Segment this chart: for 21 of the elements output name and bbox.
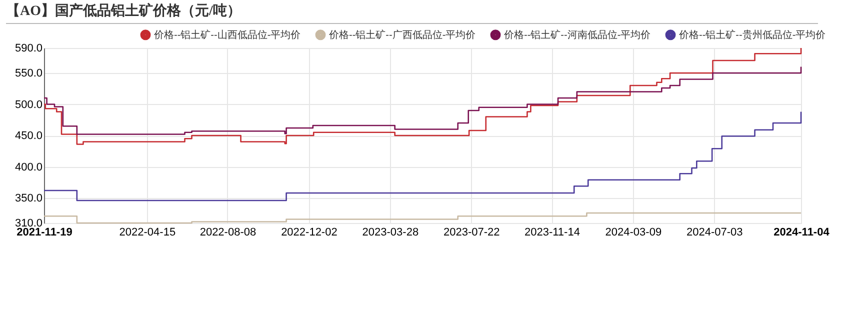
- x-tick-label: 2023-11-14: [524, 226, 580, 238]
- x-tick-label: 2021-11-19: [16, 226, 72, 238]
- y-tick-label: 590.0: [14, 42, 42, 54]
- x-tick-label: 2024-03-09: [605, 226, 662, 238]
- x-tick-label: 2022-04-15: [119, 226, 176, 238]
- x-tick-label: 2022-12-02: [281, 226, 338, 238]
- x-tick-label: 2023-07-22: [444, 226, 500, 238]
- y-tick-label: 550.0: [14, 68, 42, 80]
- chart-title: 【AO】国产低品铝土矿价格（元/吨）: [6, 4, 241, 20]
- y-tick-label: 500.0: [14, 98, 42, 111]
- legend-label: 价格--铝土矿--河南低品位-平均价: [503, 28, 651, 41]
- legend-label: 价格--铝土矿--山西低品位-平均价: [153, 28, 301, 41]
- y-tick-label: 350.0: [14, 192, 42, 204]
- x-tick-label: 2024-11-04: [774, 226, 830, 238]
- x-tick-label: 2022-08-08: [200, 226, 256, 238]
- legend-label: 价格--铝土矿--广西低品位-平均价: [328, 28, 476, 41]
- x-tick-label: 2024-07-03: [686, 226, 743, 238]
- legend-label: 价格--铝土矿--贵州低品位-平均价: [678, 28, 826, 41]
- y-tick-label: 400.0: [14, 161, 42, 174]
- y-tick-label: 450.0: [14, 130, 42, 142]
- x-tick-label: 2023-03-28: [362, 226, 419, 238]
